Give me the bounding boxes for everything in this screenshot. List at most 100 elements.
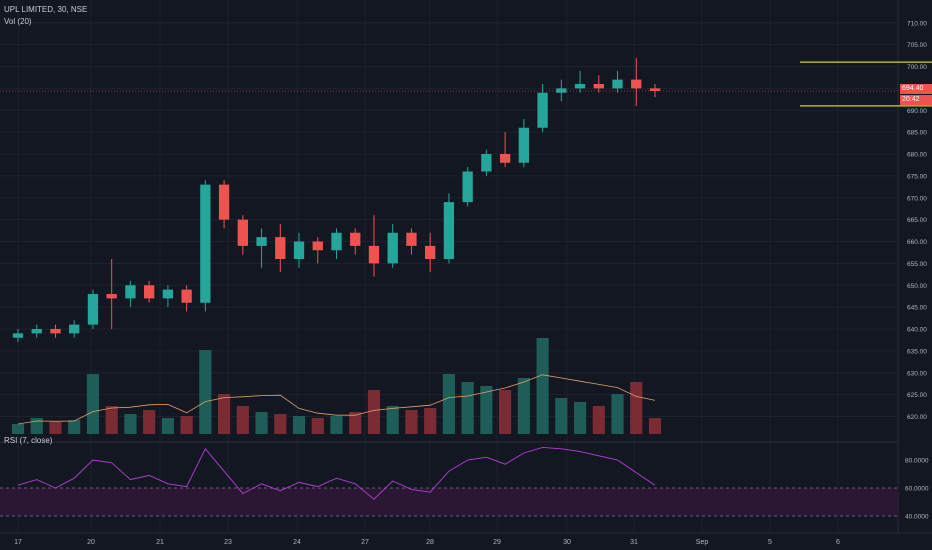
volume-bar [424, 408, 437, 434]
time-axis-label: 23 [224, 539, 232, 546]
price-axis-label: 655.00 [907, 261, 927, 268]
candle-body [425, 245, 436, 259]
candle-body [331, 232, 342, 251]
volume-ma-line [17, 374, 656, 425]
price-axis-label: 660.00 [907, 239, 927, 246]
volume-bar [11, 424, 25, 434]
candle-body [87, 294, 99, 325]
time-axis-label: 30 [563, 539, 571, 546]
price-axis-label: 635.00 [907, 348, 927, 355]
price-axis-label: 665.00 [907, 217, 927, 224]
price-axis-label: 685.00 [907, 130, 927, 137]
volume-bar [311, 418, 324, 434]
time-axis-label: 21 [156, 539, 164, 546]
rsi-legend-label: RSI (7, close) [4, 436, 53, 445]
rsi-axis-label: 80.0000 [905, 458, 929, 465]
volume-bar [105, 406, 118, 434]
candle-body [143, 285, 155, 299]
candles [0, 57, 898, 343]
candle-body [275, 237, 286, 259]
candle-body [537, 92, 548, 128]
volume-bar [49, 422, 62, 434]
candle-body [387, 232, 398, 264]
candle-body [350, 232, 361, 246]
rsi-band-fill [0, 488, 898, 516]
volume-bar [30, 418, 43, 434]
candle-body [162, 289, 174, 299]
price-axis-label: 645.00 [907, 305, 927, 312]
volume-bar [274, 414, 287, 434]
rsi-line [17, 446, 656, 500]
candle-body [368, 245, 380, 264]
candle-body [312, 241, 323, 251]
price-axis-label: 650.00 [907, 283, 927, 290]
candle-body [256, 237, 267, 246]
volume-legend[interactable]: Vol (20) [4, 17, 36, 26]
volume-bar [161, 418, 174, 434]
candle-body [237, 219, 248, 246]
candle-body [106, 294, 117, 299]
volume-bars [11, 338, 662, 434]
time-axis[interactable]: 17 20 21 23 24 27 28 29 30 31 Sep 5 6 [0, 532, 932, 546]
volume-bar [442, 374, 456, 434]
price-axis-label: 700.00 [907, 64, 927, 71]
candle-body [125, 285, 136, 299]
price-axis-label: 710.00 [907, 20, 927, 27]
candle-body [12, 333, 24, 338]
candle-body [31, 329, 42, 334]
rsi-polyline [17, 446, 656, 500]
volume-bar [236, 406, 249, 434]
volume-bar [292, 416, 306, 434]
candle-body [593, 84, 604, 89]
candle-body [69, 324, 80, 334]
volume-bar [68, 420, 81, 434]
volume-bar [330, 416, 343, 434]
volume-bar [199, 350, 212, 434]
horizontal-lines[interactable] [800, 61, 932, 107]
rsi-legend[interactable]: RSI (7, close) [4, 436, 56, 445]
volume-bar [386, 406, 399, 434]
time-axis-label: 29 [493, 539, 501, 546]
volume-bar [592, 406, 605, 434]
rsi-axis-label: 40.0000 [905, 514, 929, 521]
volume-bar [349, 412, 362, 434]
last-price-badge: 694.40 [900, 84, 932, 94]
volume-bar [499, 390, 512, 434]
candle-body [406, 232, 417, 246]
candle-body [518, 127, 530, 163]
volume-bar [517, 378, 530, 434]
rsi-axis[interactable]: 80.0000 60.0000 40.0000 [905, 458, 929, 521]
candle-body [218, 184, 230, 220]
symbol-legend[interactable]: UPL LIMITED, 30, NSE [4, 5, 91, 14]
volume-bar [124, 414, 137, 434]
candle-body [181, 289, 192, 303]
candle-body [200, 184, 211, 303]
candle-body [443, 202, 455, 259]
time-axis-label: 5 [768, 539, 772, 546]
price-axis-label: 675.00 [907, 173, 927, 180]
volume-bar [405, 410, 418, 434]
price-axis-label: 630.00 [907, 370, 927, 377]
candle-body [293, 241, 305, 259]
volume-bar [648, 418, 662, 434]
candle-body [50, 329, 61, 334]
candle-body [612, 79, 623, 89]
volume-bar [367, 390, 381, 434]
candle-body [499, 154, 511, 163]
rsi-band [0, 487, 898, 517]
price-axis-label: 625.00 [907, 392, 927, 399]
symbol-title: UPL LIMITED, 30, NSE [4, 5, 88, 14]
volume-bar [611, 394, 624, 434]
rsi-axis-label: 60.0000 [905, 486, 929, 493]
candle-body [556, 88, 567, 93]
countdown-badge: 20:42 [900, 95, 932, 105]
price-axis-label: 640.00 [907, 327, 927, 334]
volume-bar [217, 394, 231, 434]
price-axis-label: 620.00 [907, 414, 927, 421]
time-axis-label: 28 [426, 539, 434, 546]
time-axis-label: Sep [696, 539, 709, 546]
candle-body [574, 84, 586, 89]
price-axis-label: 690.00 [907, 108, 927, 115]
